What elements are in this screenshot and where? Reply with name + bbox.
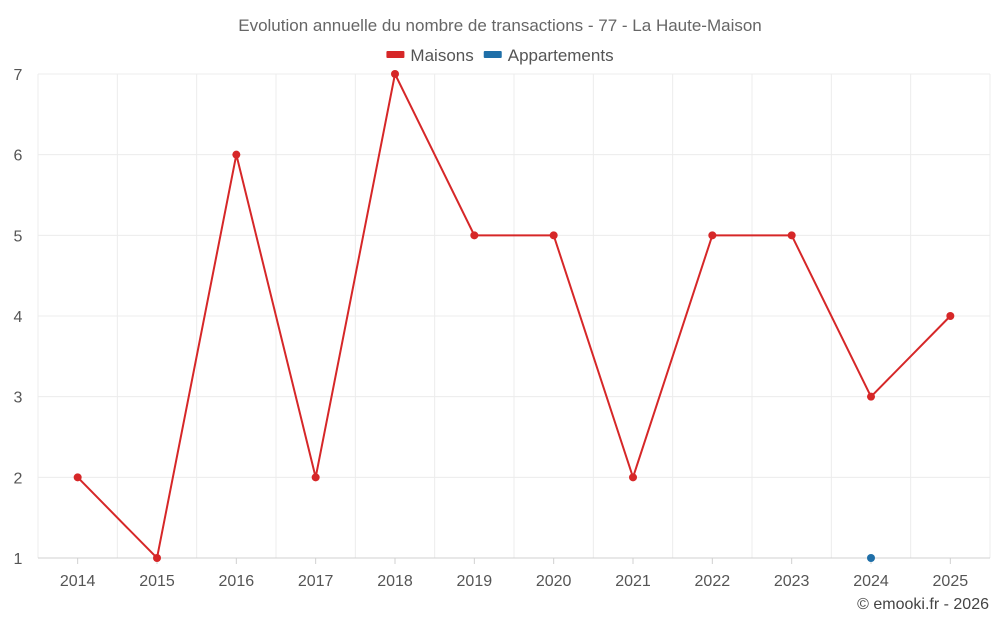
legend-swatch [386, 51, 405, 58]
y-tick-label: 7 [14, 67, 23, 84]
legend-swatch [483, 51, 502, 58]
data-point[interactable] [946, 312, 955, 320]
legend-item-maisons[interactable]: Maisons [386, 46, 474, 65]
legend-label: Maisons [410, 46, 473, 65]
y-tick-label: 2 [14, 470, 23, 487]
x-tick-label: 2021 [615, 573, 651, 590]
y-tick-label: 5 [14, 228, 23, 245]
data-point[interactable] [867, 392, 875, 401]
x-tick-label: 2022 [695, 573, 731, 590]
data-point[interactable] [629, 473, 637, 482]
x-tick-label: 2019 [457, 573, 493, 590]
chart-title: Evolution annuelle du nombre de transact… [238, 16, 762, 35]
x-axis: 2014 2015 2016 2017 2018 2019 2020 2021 2022 2023… [38, 557, 990, 590]
data-point[interactable] [549, 231, 558, 240]
x-tick-label: 2025 [933, 573, 969, 590]
legend-item-appartements[interactable]: Appartements [483, 46, 614, 65]
data-point[interactable] [153, 554, 161, 562]
x-tick-label: 2024 [853, 573, 889, 590]
y-tick-label: 1 [14, 551, 23, 568]
grid [37, 73, 991, 558]
credit: © emooki.fr - 2026 [857, 596, 989, 613]
y-axis: 1 2 3 4 5 6 7 [14, 67, 23, 568]
x-tick-label: 2015 [139, 573, 175, 590]
series-group [73, 70, 955, 562]
data-point[interactable] [787, 231, 796, 240]
data-point[interactable] [470, 231, 479, 240]
data-point[interactable] [391, 70, 399, 78]
x-tick-label: 2016 [219, 573, 255, 590]
x-tick-label: 2017 [298, 573, 334, 590]
legend: Maisons Appartements [386, 46, 614, 65]
data-point[interactable] [73, 473, 82, 482]
x-tick-label: 2014 [60, 573, 96, 590]
series-line [76, 70, 952, 561]
y-tick-label: 4 [14, 309, 23, 326]
legend-label: Appartements [508, 46, 614, 65]
y-tick-label: 6 [14, 148, 23, 165]
series-maisons [73, 70, 955, 562]
data-point[interactable] [311, 473, 320, 482]
x-tick-label: 2018 [377, 573, 413, 590]
data-point[interactable] [708, 231, 717, 240]
y-tick-label: 3 [14, 390, 23, 407]
data-point[interactable] [232, 150, 241, 159]
data-point[interactable] [867, 554, 875, 562]
x-tick-label: 2020 [536, 573, 572, 590]
x-tick-label: 2023 [774, 573, 810, 590]
series-appartements [867, 554, 875, 562]
